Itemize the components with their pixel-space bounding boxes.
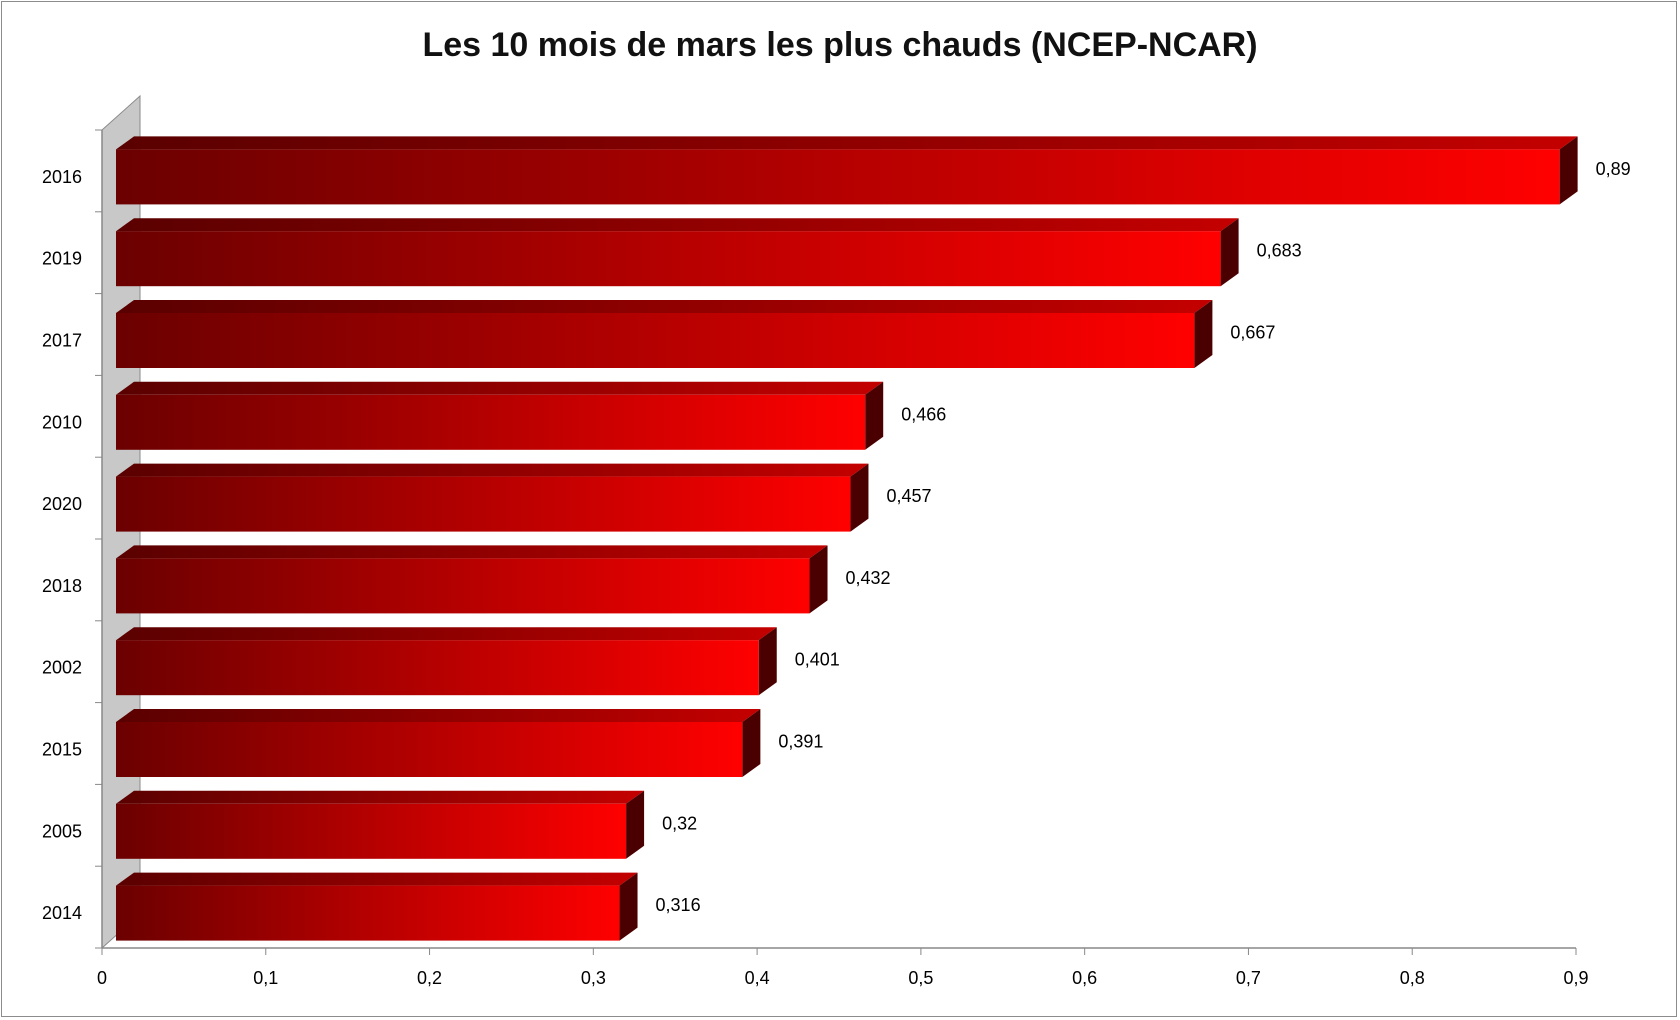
bar-top-face [116,709,761,722]
bar-front-face [116,558,810,614]
bar-top-face [116,463,869,477]
bar-top-face [116,218,1239,232]
bar-front-face [116,149,1560,205]
bar [116,872,638,941]
y-tick-label: 2002 [42,658,82,678]
data-label: 0,316 [656,895,701,915]
y-tick-label: 2015 [42,740,82,760]
x-tick-label: 0,3 [581,968,606,988]
x-tick-label: 0,9 [1563,968,1588,988]
y-tick-label: 2014 [42,903,82,923]
bar-front-face [116,803,627,859]
bar [116,218,1239,287]
bar-side-face [809,545,828,614]
data-label: 0,683 [1257,241,1302,261]
bar [116,709,761,777]
bar-top-face [116,872,638,886]
data-label: 0,667 [1230,323,1275,343]
bar-side-face [865,381,884,450]
bar-front-face [116,640,759,696]
x-tick-label: 0 [97,968,107,988]
bar-front-face [116,313,1195,368]
bar [116,627,777,696]
bar-side-face [850,463,869,532]
bar [116,545,828,614]
data-label: 0,89 [1596,159,1631,179]
data-label: 0,432 [846,568,891,588]
x-tick-label: 0,5 [908,968,933,988]
x-tick-label: 0,2 [417,968,442,988]
bar-side-face [626,790,645,859]
data-label: 0,466 [901,404,946,424]
bar-front-face [116,885,620,941]
x-tick-label: 0,1 [253,968,278,988]
y-tick-label: 2019 [42,249,82,269]
bar-top-face [116,545,828,559]
x-tick-label: 0,6 [1072,968,1097,988]
bar-side-face [758,627,777,696]
bar-top-face [116,136,1578,150]
data-label: 0,32 [662,813,697,833]
bar-front-face [116,231,1221,287]
bar-top-face [116,627,777,641]
bar-side-face [1220,218,1239,287]
bar [116,300,1213,368]
bar [116,790,645,859]
bar-front-face [116,394,866,450]
bar-top-face [116,790,645,804]
bar [116,381,884,450]
bar-side-face [1194,300,1213,368]
y-tick-label: 2017 [42,331,82,351]
data-label: 0,391 [778,732,823,752]
bar-side-face [619,872,638,941]
bar-front-face [116,476,851,532]
bar-side-face [1559,136,1578,205]
bar [116,463,869,532]
bar-top-face [116,300,1213,313]
bar-front-face [116,722,743,777]
y-tick-label: 2020 [42,494,82,514]
data-label: 0,457 [886,486,931,506]
x-tick-label: 0,8 [1400,968,1425,988]
bar-top-face [116,381,884,395]
y-tick-label: 2005 [42,821,82,841]
bar [116,136,1578,205]
bar-side-face [742,709,761,777]
y-tick-label: 2016 [42,167,82,187]
x-tick-label: 0,4 [745,968,770,988]
data-label: 0,401 [795,650,840,670]
chart-title: Les 10 mois de mars les plus chauds (NCE… [422,26,1258,64]
x-tick-label: 0,7 [1236,968,1261,988]
y-tick-label: 2018 [42,576,82,596]
y-tick-label: 2010 [42,412,82,432]
